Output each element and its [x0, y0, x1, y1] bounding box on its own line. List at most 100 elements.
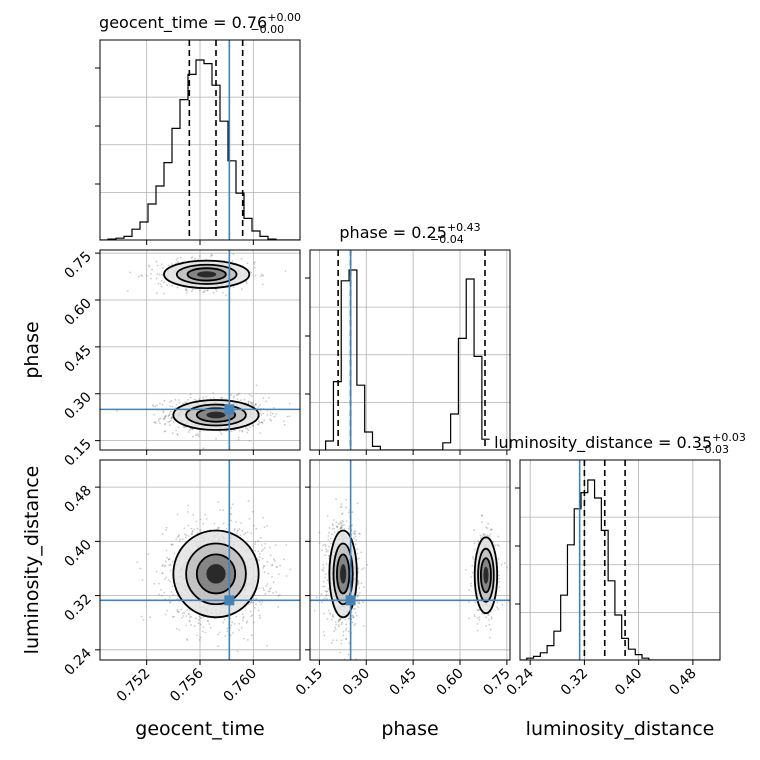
scatter-point — [237, 393, 239, 396]
density-level-3 — [483, 566, 489, 584]
scatter-point — [340, 513, 343, 515]
scatter-point — [236, 530, 239, 533]
scatter-point — [478, 616, 481, 619]
truth-marker — [345, 595, 356, 606]
scatter-point — [126, 290, 129, 292]
scatter-point — [238, 392, 240, 395]
scatter-point — [248, 393, 251, 396]
scatter-point — [263, 526, 266, 529]
scatter-point — [490, 528, 493, 531]
scatter-point — [232, 503, 234, 506]
scatter-point — [172, 615, 174, 618]
scatter-point — [183, 426, 186, 428]
scatter-point — [275, 591, 278, 593]
scatter-point — [169, 569, 172, 572]
scatter-point — [468, 589, 471, 591]
scatter-point — [497, 557, 500, 560]
scatter-point — [176, 286, 179, 289]
contour-level-1 — [477, 547, 495, 603]
scatter-point — [262, 412, 265, 415]
scatter-point — [167, 415, 170, 418]
scatter-point — [162, 411, 165, 414]
scatter-point — [347, 617, 350, 620]
scatter-point — [477, 539, 480, 542]
scatter-point — [269, 418, 271, 421]
scatter-point — [163, 423, 166, 426]
scatter-point — [486, 527, 489, 530]
scatter-point — [342, 520, 345, 523]
scatter-point — [471, 571, 474, 574]
scatter-point — [258, 600, 261, 603]
scatter-point — [481, 521, 483, 524]
scatter-point — [188, 620, 191, 623]
scatter-point — [362, 586, 365, 588]
scatter-point — [225, 294, 227, 297]
scatter-point — [331, 615, 334, 617]
scatter-point — [163, 417, 166, 420]
scatter-point — [266, 583, 269, 585]
scatter-point — [163, 565, 166, 568]
scatter-point — [490, 528, 493, 531]
scatter-point — [170, 543, 173, 546]
density-level-3 — [206, 411, 226, 419]
scatter-point — [242, 616, 245, 618]
scatter-point — [153, 421, 156, 424]
scatter-point — [164, 415, 167, 418]
scatter-point — [196, 527, 199, 530]
scatter-point — [249, 426, 252, 429]
scatter-point — [171, 417, 174, 420]
scatter-point — [360, 582, 363, 585]
scatter-point — [259, 421, 261, 424]
scatter-point — [324, 590, 327, 592]
scatter-point — [165, 529, 168, 531]
scatter-point — [181, 612, 184, 615]
scatter-point — [259, 404, 262, 406]
scatter-point — [159, 417, 162, 420]
scatter-point — [474, 601, 477, 604]
scatter-point — [273, 560, 276, 562]
scatter-point — [188, 613, 191, 616]
scatter-point — [162, 292, 165, 295]
scatter-point — [239, 534, 242, 537]
panel-2d-geocent_time__luminosity_distance — [99, 459, 301, 661]
scatter-point — [339, 618, 341, 620]
scatter-point — [286, 415, 289, 418]
scatter-point — [279, 564, 281, 567]
contour-level-2 — [186, 267, 227, 282]
scatter-point — [192, 435, 194, 438]
scatter-point — [272, 592, 274, 594]
scatter-point — [209, 255, 212, 257]
scatter-point — [172, 615, 175, 618]
scatter-point — [240, 288, 243, 291]
scatter-point — [208, 623, 211, 625]
scatter-point — [184, 536, 187, 539]
contour-level-2 — [336, 553, 351, 595]
scatter-point — [354, 623, 357, 625]
scatter-point — [162, 410, 165, 412]
scatter-point — [157, 282, 160, 285]
scatter-point — [175, 538, 178, 541]
scatter-point — [171, 585, 174, 588]
scatter-point — [195, 520, 198, 523]
scatter-point — [325, 550, 328, 553]
scatter-point — [161, 572, 164, 575]
scatter-point — [327, 609, 330, 612]
scatter-point — [251, 614, 254, 617]
scatter-point — [340, 642, 343, 645]
scatter-point — [261, 421, 264, 424]
scatter-point — [185, 289, 188, 292]
scatter-point — [272, 581, 275, 584]
scatter-point — [257, 609, 260, 612]
scatter-point — [478, 618, 481, 621]
scatter-point — [486, 534, 489, 537]
scatter-point — [230, 624, 233, 627]
scatter-point — [136, 561, 139, 564]
scatter-point — [355, 539, 358, 542]
scatter-point — [340, 525, 343, 527]
scatter-point — [247, 603, 250, 605]
scatter-point — [258, 559, 260, 562]
scatter-point — [191, 256, 194, 259]
scatter-point — [331, 528, 334, 530]
scatter-point — [497, 608, 500, 611]
scatter-point — [322, 569, 325, 572]
